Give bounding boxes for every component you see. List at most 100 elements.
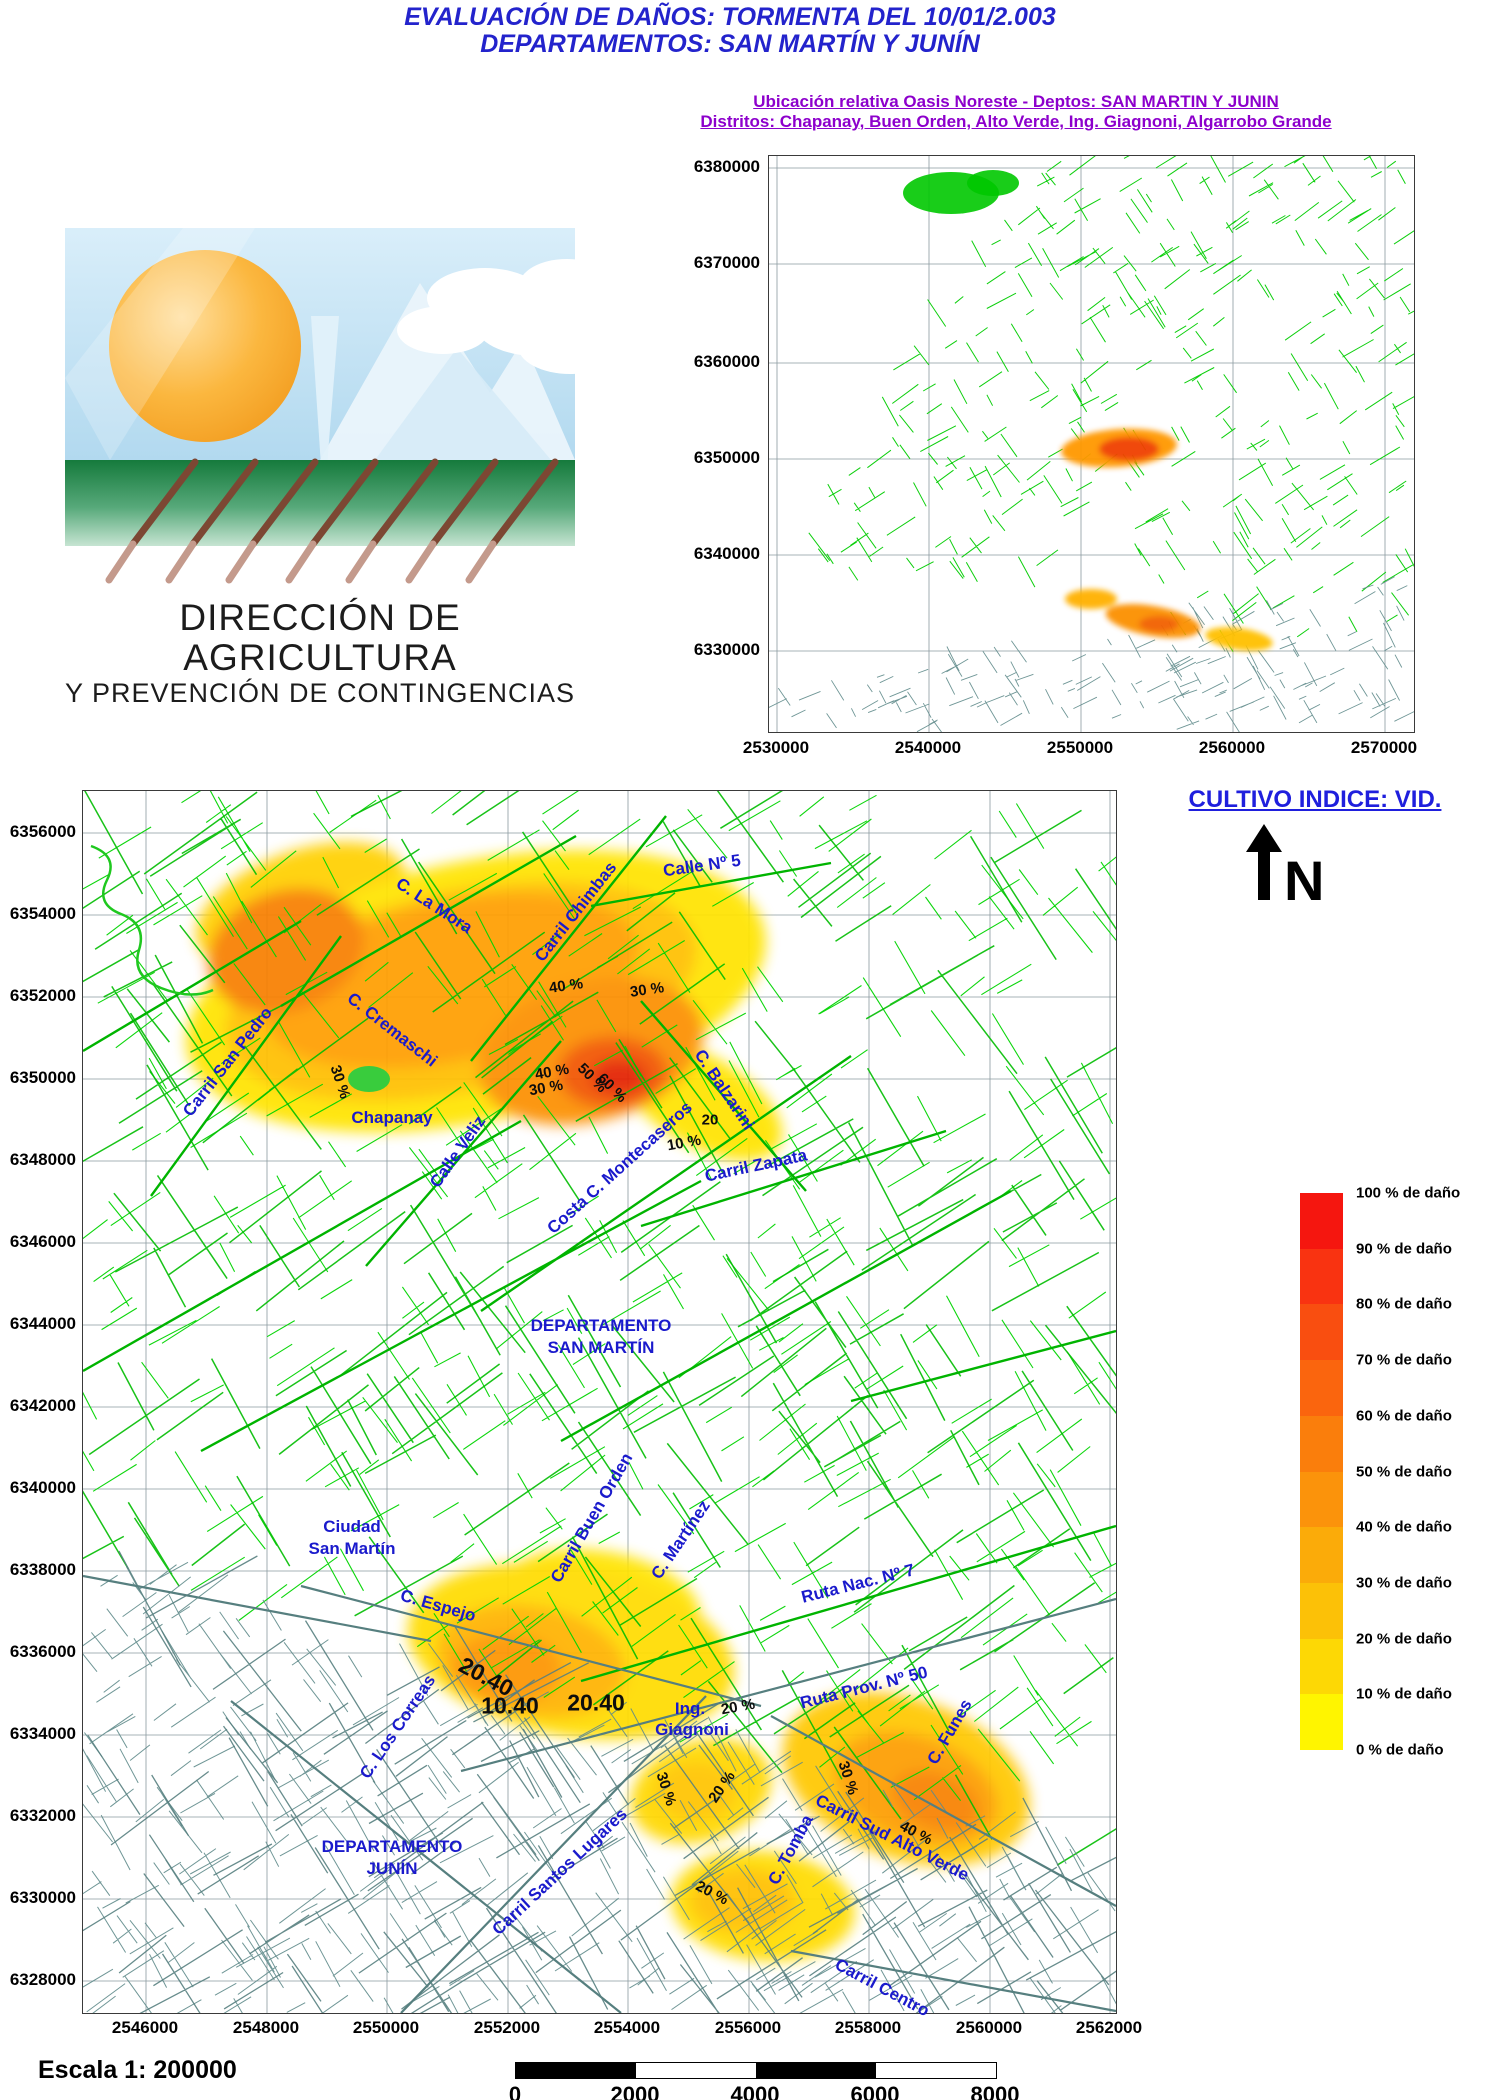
axis-tick-label: 6330000 bbox=[9, 1888, 76, 1907]
axis-tick-label: 2552000 bbox=[473, 2018, 541, 2037]
river bbox=[90, 844, 214, 996]
axis-tick-label: 6350000 bbox=[9, 1068, 76, 1087]
scale-bar-segment bbox=[756, 2063, 876, 2078]
north-arrow-glyph bbox=[1246, 824, 1282, 900]
overview-map-title: Ubicación relativa Oasis Noreste - Depto… bbox=[560, 92, 1472, 132]
map-label: SAN MARTÍN bbox=[547, 1338, 655, 1357]
legend-band bbox=[1300, 1248, 1343, 1305]
legend-label: 80 % de daño bbox=[1356, 1295, 1452, 1313]
legend-label: 90 % de daño bbox=[1356, 1240, 1452, 1258]
axis-tick-label: 6360000 bbox=[693, 352, 760, 371]
map-label: Ciudad bbox=[323, 1517, 381, 1536]
map-label: Chapanay bbox=[351, 1108, 433, 1127]
agency-logo-image bbox=[65, 228, 575, 584]
axis-tick-label: 6352000 bbox=[9, 986, 76, 1005]
overview-damage-zones bbox=[1061, 428, 1273, 651]
agency-logo: DIRECCIÓN DE AGRICULTURA Y PREVENCIÓN DE… bbox=[65, 228, 575, 708]
overview-map[interactable] bbox=[768, 155, 1415, 733]
damage-value-label: 20.40 bbox=[567, 1689, 625, 1716]
legend-band bbox=[1300, 1527, 1343, 1583]
scale-text: Escala 1: 200000 bbox=[38, 2056, 237, 2084]
legend-label: 50 % de daño bbox=[1356, 1463, 1452, 1480]
gray-parcels-fine bbox=[83, 1561, 1116, 2013]
axis-tick-label: 2546000 bbox=[111, 2018, 179, 2037]
main-road-network bbox=[83, 791, 1116, 2013]
axis-tick-label: 2560000 bbox=[955, 2018, 1023, 2037]
scale-bar bbox=[515, 2062, 997, 2079]
legend-label: 40 % de daño bbox=[1356, 1518, 1452, 1536]
overview-road-network bbox=[769, 156, 1414, 732]
axis-tick-label: 2560000 bbox=[1198, 738, 1266, 757]
axis-tick-label: 2562000 bbox=[1075, 2018, 1143, 2037]
axis-tick-label: 6332000 bbox=[9, 1806, 76, 1825]
overview-dense-green bbox=[903, 170, 1019, 214]
agency-name-line1: DIRECCIÓN DE AGRICULTURA bbox=[179, 597, 461, 678]
axis-tick-label: 6356000 bbox=[9, 822, 76, 841]
axis-tick-label: 6350000 bbox=[693, 448, 760, 467]
logo-furrows bbox=[105, 458, 559, 584]
axis-tick-label: 2570000 bbox=[1350, 738, 1418, 757]
legend-band bbox=[1300, 1582, 1343, 1639]
map-label: Giagnoni bbox=[655, 1720, 729, 1739]
overview-title-line2: Distritos: Chapanay, Buen Orden, Alto Ve… bbox=[700, 112, 1332, 131]
logo-sun bbox=[109, 250, 301, 442]
crop-index-heading: CULTIVO INDICE: VID. bbox=[1188, 786, 1442, 813]
chapanay-town-patch bbox=[348, 1066, 390, 1092]
agency-name-line2: Y PREVENCIÓN DE CONTINGENCIAS bbox=[64, 678, 576, 708]
scale-bar-segment bbox=[636, 2063, 756, 2078]
axis-tick-label: 6344000 bbox=[9, 1314, 76, 1333]
overview-title-line1: Ubicación relativa Oasis Noreste - Depto… bbox=[753, 92, 1279, 111]
legend-label: 0 % de daño bbox=[1356, 1741, 1444, 1759]
axis-tick-label: 6336000 bbox=[9, 1642, 76, 1661]
page-title: EVALUACIÓN DE DAÑOS: TORMENTA DEL 10/01/… bbox=[0, 4, 1460, 58]
logo-mountain-2 bbox=[375, 348, 551, 460]
axis-tick-label: 6342000 bbox=[9, 1396, 76, 1415]
axis-tick-label: 2558000 bbox=[834, 2018, 902, 2037]
axis-tick-label: 2530000 bbox=[742, 738, 810, 757]
legend-bar bbox=[1300, 1193, 1343, 1751]
overview-gray-parcels bbox=[769, 576, 1414, 732]
axis-tick-label: 6354000 bbox=[9, 904, 76, 923]
axis-tick-label: 6330000 bbox=[693, 640, 760, 659]
overview-green-parcels bbox=[808, 156, 1414, 653]
axis-tick-label: 2556000 bbox=[714, 2018, 782, 2037]
axis-tick-label: 6380000 bbox=[693, 157, 760, 176]
scale-bar-segment bbox=[516, 2063, 636, 2078]
map-label: San Martín bbox=[308, 1539, 396, 1558]
north-arrow: N bbox=[1246, 824, 1324, 912]
logo-funnel bbox=[311, 316, 339, 466]
legend-band bbox=[1300, 1471, 1343, 1528]
axis-tick-label: 2554000 bbox=[593, 2018, 661, 2037]
axis-tick-label: 2550000 bbox=[1046, 738, 1114, 757]
scale-bar-segment bbox=[876, 2063, 996, 2078]
scale-tick-label: 0 bbox=[508, 2082, 522, 2100]
legend-band bbox=[1300, 1304, 1343, 1361]
legend-label: 20 % de daño bbox=[1356, 1630, 1452, 1648]
scale-tick-label: 4000 bbox=[730, 2082, 780, 2100]
axis-tick-label: 6338000 bbox=[9, 1560, 76, 1579]
map-label: JUNÍN bbox=[366, 1859, 418, 1878]
page-title-line2: DEPARTAMENTOS: SAN MARTÍN Y JUNÍN bbox=[480, 30, 980, 58]
legend-band bbox=[1300, 1360, 1343, 1416]
logo-sheen bbox=[65, 228, 255, 460]
legend-band bbox=[1300, 1415, 1343, 1472]
map-label: DEPARTAMENTO bbox=[321, 1837, 463, 1856]
page-title-line1: EVALUACIÓN DE DAÑOS: TORMENTA DEL 10/01/… bbox=[404, 3, 1056, 31]
axis-tick-label: 6370000 bbox=[693, 253, 760, 272]
axis-tick-label: 6340000 bbox=[693, 544, 760, 563]
scale-tick-label: 6000 bbox=[850, 2082, 900, 2100]
scale-tick-label: 8000 bbox=[970, 2082, 1020, 2100]
logo-clouds bbox=[397, 259, 575, 374]
map-label: DEPARTAMENTO bbox=[530, 1316, 672, 1335]
damage-value-label: 20 bbox=[701, 1111, 719, 1129]
axis-tick-label: 6346000 bbox=[9, 1232, 76, 1251]
damage-value-label: 10.40 bbox=[481, 1692, 539, 1719]
legend-band bbox=[1300, 1193, 1343, 1249]
axis-tick-label: 6334000 bbox=[9, 1724, 76, 1743]
gray-parcels-coarse bbox=[83, 1550, 1116, 2013]
legend-label: 30 % de daño bbox=[1356, 1574, 1452, 1592]
axis-tick-label: 2540000 bbox=[894, 738, 962, 757]
main-map[interactable] bbox=[82, 790, 1117, 2014]
legend-band bbox=[1300, 1638, 1343, 1695]
